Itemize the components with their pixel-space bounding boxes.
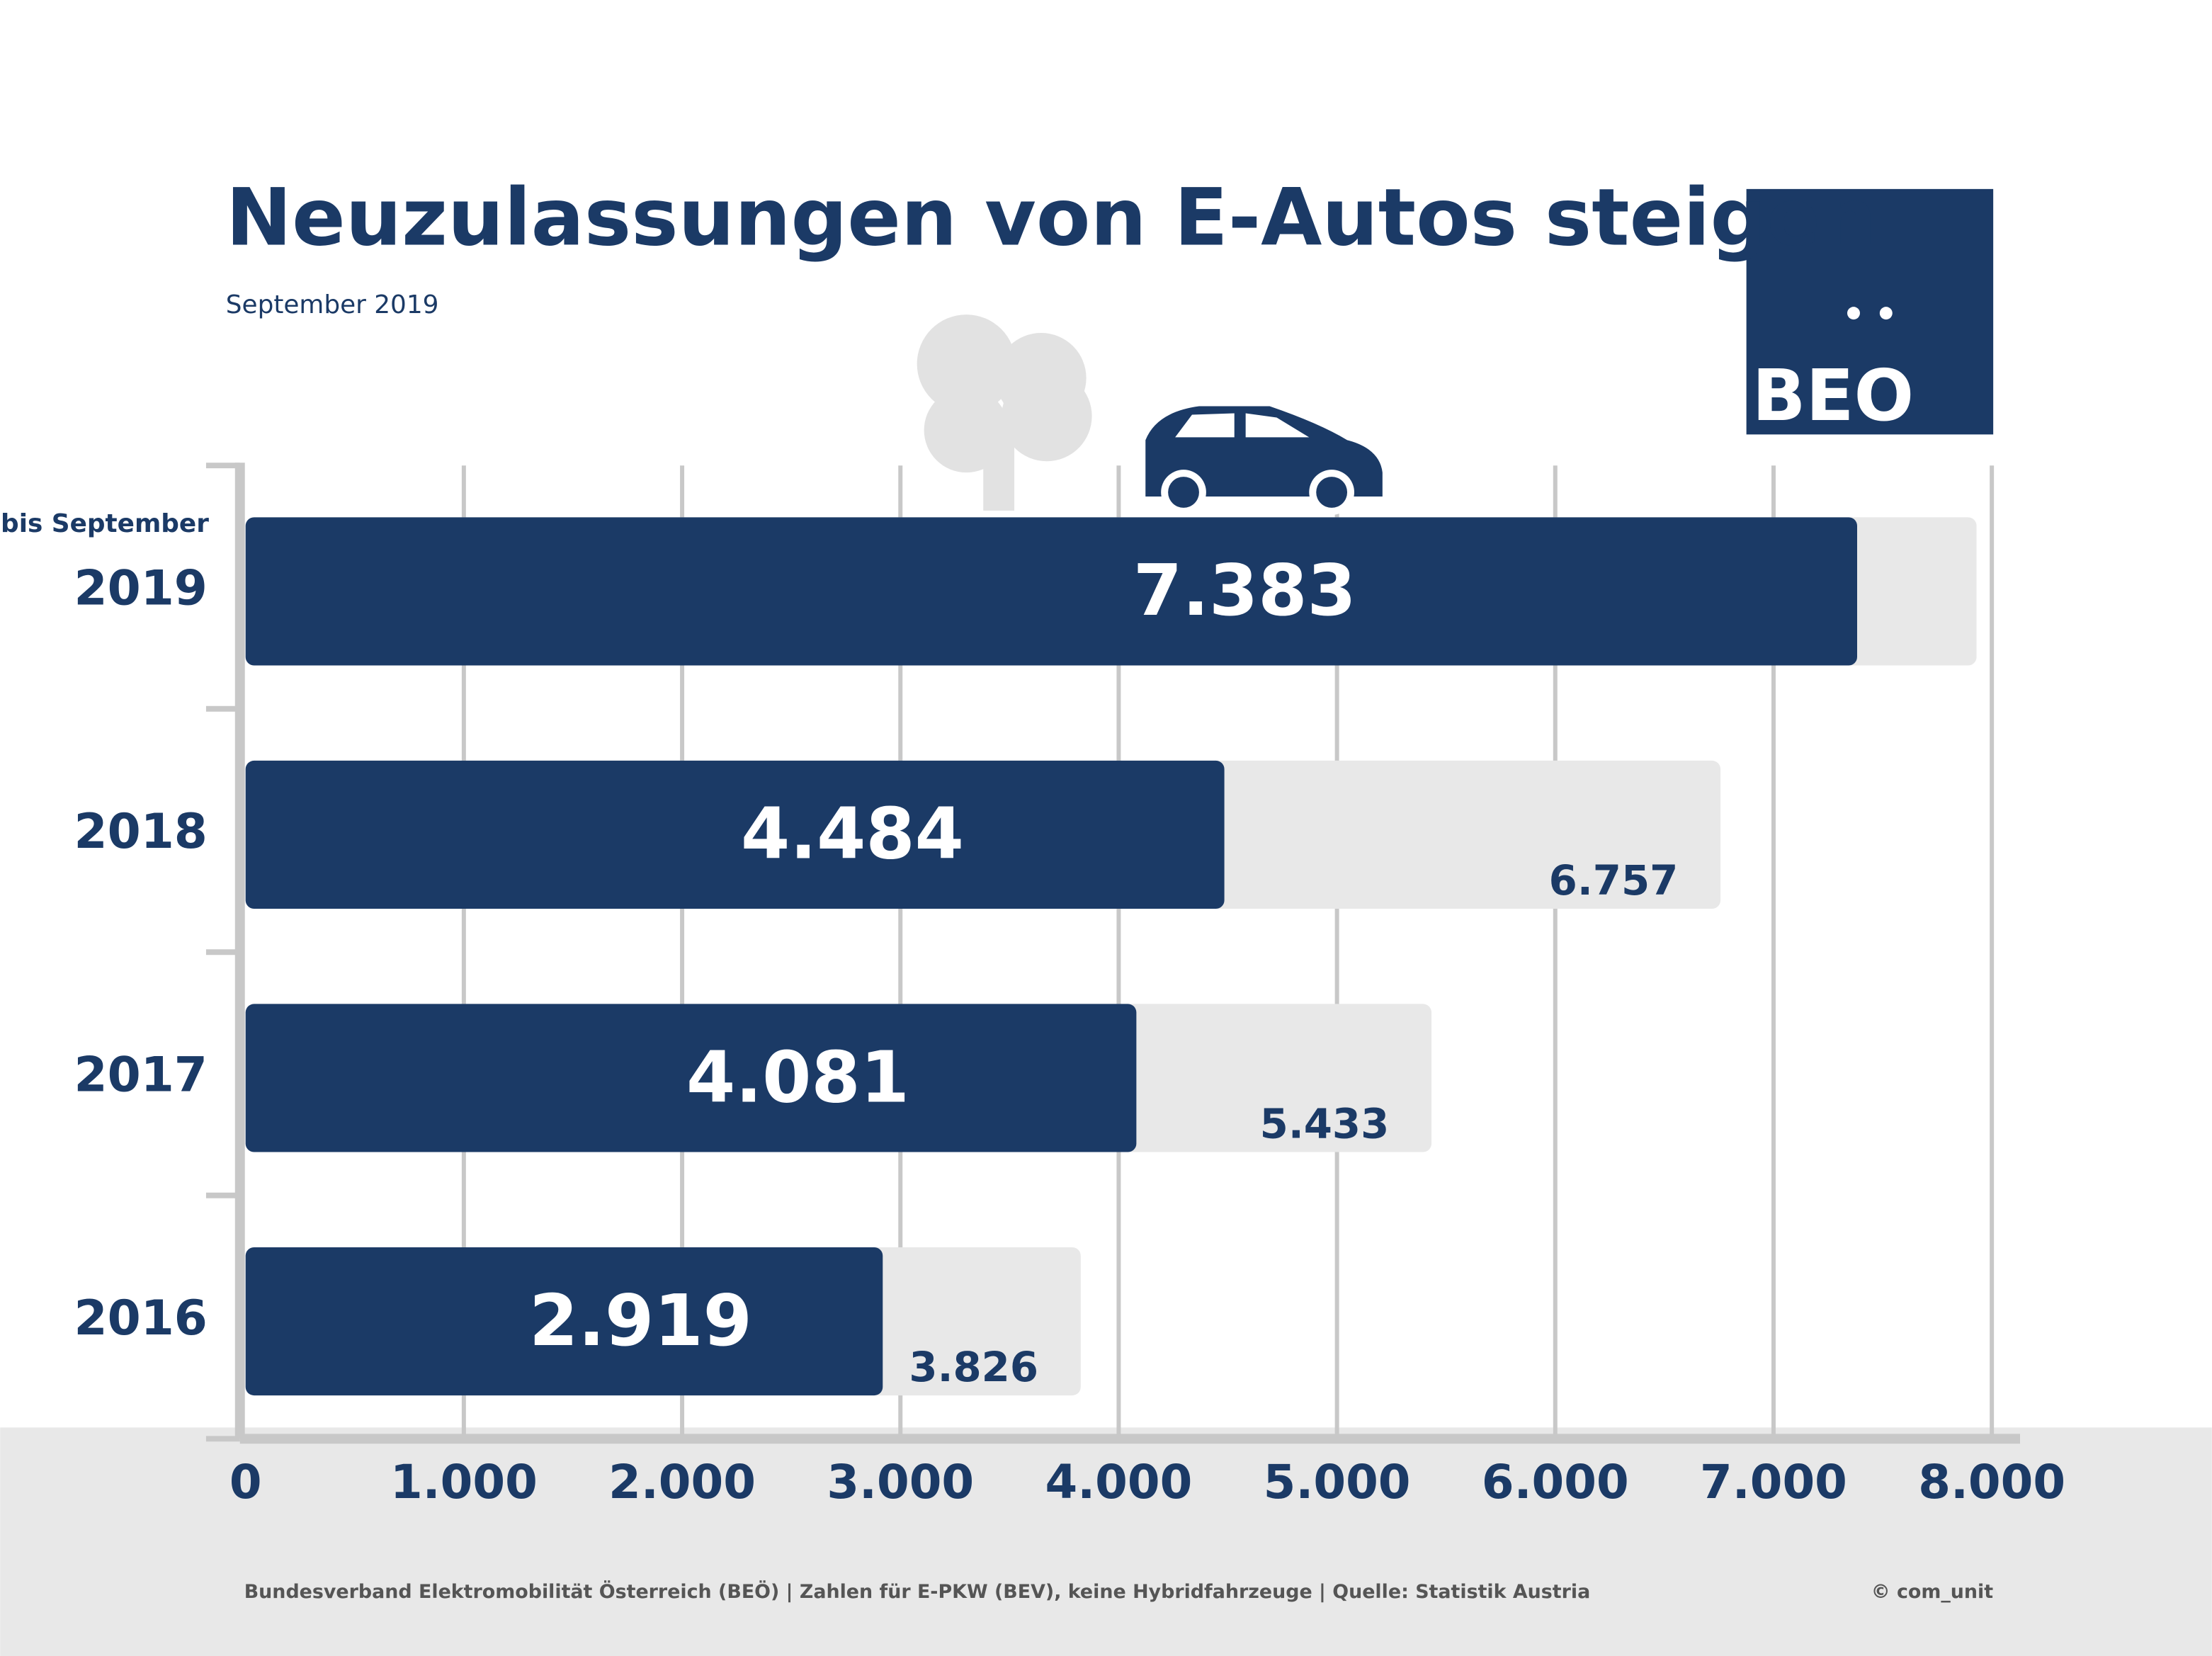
bar bbox=[245, 1004, 1137, 1152]
total-label: 6.757 bbox=[1549, 856, 1679, 904]
logo-text: BEO bbox=[1752, 356, 1915, 437]
logo-box bbox=[1746, 188, 1994, 435]
chart-title: Neuzulassungen von E-Autos steigen bbox=[226, 171, 1877, 263]
annotation: bis September bbox=[1, 509, 209, 538]
x-tick-label: 4.000 bbox=[1045, 1456, 1193, 1509]
x-tick-label: 5.000 bbox=[1264, 1456, 1411, 1509]
y-tick-label: 2018 bbox=[74, 803, 207, 859]
chart-subtitle: September 2019 bbox=[226, 290, 439, 319]
x-tick-label: 0 bbox=[229, 1456, 262, 1509]
y-tick-label: 2017 bbox=[74, 1047, 207, 1103]
footer: Bundesverband Elektromobilität Österreic… bbox=[244, 1580, 1591, 1603]
bar bbox=[245, 1247, 883, 1396]
footer-band bbox=[0, 1427, 2212, 1656]
bar bbox=[245, 517, 1858, 666]
x-tick-label: 6.000 bbox=[1482, 1456, 1629, 1509]
value-label: 7.383 bbox=[1133, 550, 1356, 632]
tree bbox=[917, 314, 1092, 511]
x-tick-label: 8.000 bbox=[1918, 1456, 2065, 1509]
logo-dot bbox=[1879, 307, 1893, 320]
bar bbox=[245, 760, 1225, 909]
x-tick-label: 3.000 bbox=[827, 1456, 974, 1509]
credit: © com_unit bbox=[1871, 1581, 1994, 1603]
value-label: 2.919 bbox=[529, 1281, 752, 1362]
total-label: 5.433 bbox=[1260, 1099, 1390, 1147]
value-label: 4.484 bbox=[741, 794, 964, 875]
car bbox=[1145, 406, 1383, 515]
x-tick-label: 7.000 bbox=[1700, 1456, 1847, 1509]
value-label: 4.081 bbox=[686, 1037, 909, 1118]
total-label: 3.826 bbox=[909, 1343, 1038, 1391]
y-tick-label: 2016 bbox=[74, 1290, 207, 1346]
x-tick-label: 1.000 bbox=[390, 1456, 538, 1509]
x-tick-label: 2.000 bbox=[608, 1456, 756, 1509]
logo-dot bbox=[1847, 307, 1860, 320]
y-tick-label: 2019 bbox=[74, 560, 207, 616]
